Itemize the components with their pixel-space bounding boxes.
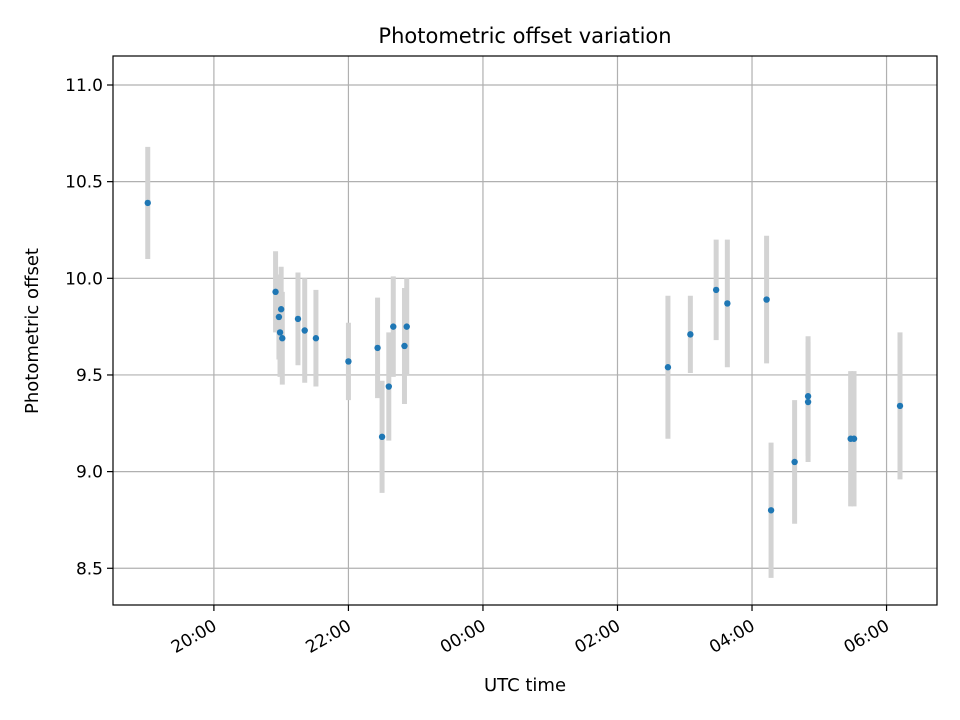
data-point <box>804 393 812 400</box>
data-point <box>804 398 812 406</box>
data-point <box>712 286 720 294</box>
chart-title: Photometric offset variation <box>378 24 671 48</box>
data-point <box>345 358 352 365</box>
data-point <box>767 507 775 514</box>
grid <box>113 56 937 605</box>
data-point <box>277 306 285 313</box>
y-tick-label: 9.5 <box>76 366 103 386</box>
data-point <box>385 383 392 390</box>
data-point <box>850 435 858 442</box>
plot-frame <box>112 55 938 606</box>
data-point <box>276 329 284 336</box>
data-point <box>275 313 283 321</box>
data-point <box>390 323 397 330</box>
y-tick-label: 10.5 <box>65 173 103 193</box>
data-point <box>312 335 320 342</box>
data-point <box>763 296 770 303</box>
data-point <box>294 315 302 323</box>
x-axis-label: UTC time <box>484 675 566 696</box>
data-point <box>144 199 151 207</box>
data-point <box>378 433 386 441</box>
data-points <box>144 199 904 514</box>
data-point <box>724 300 731 307</box>
data-point <box>664 364 672 371</box>
data-point <box>301 327 308 334</box>
y-tick-label: 9.0 <box>76 463 103 483</box>
data-point <box>279 335 286 342</box>
y-tick-label: 10.0 <box>65 269 103 289</box>
y-tick-label: 8.5 <box>76 559 103 579</box>
data-point <box>272 288 279 296</box>
data-point <box>791 458 798 466</box>
data-point <box>687 331 694 338</box>
data-point <box>896 402 904 410</box>
y-axis-label: Photometric offset <box>22 248 43 414</box>
y-tick-label: 11.0 <box>65 76 103 96</box>
y-axis-ticks: 8.5 9.0 9.5 10.0 10.5 11.0 <box>65 76 113 579</box>
data-point <box>403 323 410 330</box>
data-point <box>374 344 381 352</box>
data-point <box>401 342 408 350</box>
